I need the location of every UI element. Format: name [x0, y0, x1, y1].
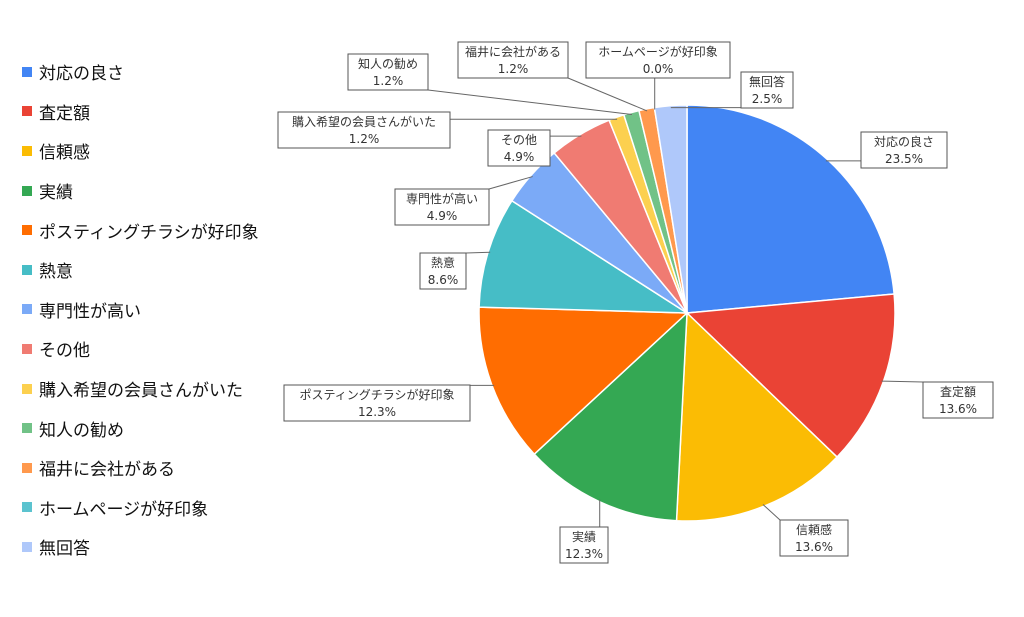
callout-value: 0.0% — [643, 62, 674, 76]
legend-swatch — [22, 423, 32, 434]
legend-item: ホームページが好印象 — [22, 488, 282, 528]
callout-label: 購入希望の会員さんがいた — [292, 114, 436, 129]
callout-box — [779, 519, 849, 557]
callout-label: 査定額 — [940, 384, 976, 399]
callout-box — [559, 526, 609, 564]
legend-item: ポスティングチラシが好印象 — [22, 210, 282, 250]
legend-label: 専門性が高い — [39, 301, 141, 322]
callout-label: ホームページが好印象 — [598, 44, 717, 59]
callout-label: 無回答 — [749, 74, 785, 89]
legend-label: 実績 — [39, 183, 73, 204]
callout-box — [487, 129, 551, 167]
legend-item: 無回答 — [22, 527, 282, 567]
legend-swatch — [22, 541, 32, 552]
legend-label: 無回答 — [39, 539, 90, 560]
callout-label: ポスティングチラシが好印象 — [299, 387, 454, 402]
callout-label: その他 — [501, 133, 537, 147]
legend-swatch — [22, 145, 32, 156]
callout-leader — [427, 89, 632, 115]
legend-swatch — [22, 264, 32, 275]
pie-slice — [533, 311, 688, 522]
legend-swatch — [22, 462, 32, 473]
callout-value: 13.6% — [939, 402, 977, 416]
pie-slice — [478, 306, 689, 456]
callout-box — [457, 41, 569, 79]
callout-box — [585, 41, 731, 79]
legend-swatch — [22, 343, 32, 354]
callout-label: 福井に会社がある — [465, 44, 561, 59]
legend-swatch — [22, 225, 32, 236]
legend-label: 信頼感 — [39, 143, 90, 164]
legend-item: 福井に会社がある — [22, 448, 282, 488]
legend-item: 購入希望の会員さんがいた — [22, 369, 282, 409]
callout-value: 4.9% — [427, 209, 458, 223]
legend-label: 福井に会社がある — [39, 460, 175, 481]
pie-slice — [675, 311, 839, 522]
legend-label: その他 — [39, 341, 90, 362]
callout-value: 2.5% — [752, 92, 783, 106]
legend-label: ホームページが好印象 — [39, 499, 209, 520]
legend-swatch — [22, 66, 32, 77]
callout-value: 13.6% — [795, 540, 833, 554]
callout-label: 信頼感 — [796, 522, 832, 537]
callout-value: 1.2% — [349, 132, 380, 146]
legend-item: 専門性が高い — [22, 290, 282, 330]
callout-leader — [881, 380, 924, 383]
callout-box — [394, 188, 490, 226]
callout-box — [283, 384, 471, 422]
legend-label: 知人の勧め — [39, 420, 124, 441]
legend: 対応の良さ査定額信頼感実績ポスティングチラシが好印象 熱意専門性が高い その他購入希… — [22, 52, 282, 567]
callout-leader — [567, 77, 648, 112]
callout-box — [922, 381, 994, 419]
callout-box — [347, 53, 429, 91]
pie-slices — [478, 104, 896, 522]
callout-box — [277, 111, 451, 149]
legend-swatch — [22, 304, 32, 315]
legend-swatch — [22, 502, 32, 513]
pie-slice — [478, 199, 690, 314]
callout-value: 8.6% — [428, 273, 459, 287]
legend-swatch — [22, 106, 32, 117]
callout-box — [860, 131, 948, 169]
callout-box — [740, 71, 794, 109]
legend-item: 実績 — [22, 171, 282, 211]
callout-box — [419, 252, 467, 290]
legend-item: 信頼感 — [22, 131, 282, 171]
legend-item: 対応の良さ — [22, 52, 282, 92]
callout-label: 実績 — [572, 529, 596, 544]
callout-leader — [762, 504, 781, 521]
callout-value: 1.2% — [373, 74, 404, 88]
callouts: 対応の良さ 23.5% 査定額 13.6% 信頼感 13.6% 実績 12.3% ポスティングチ… — [277, 41, 994, 564]
legend-label: 対応の良さ — [39, 64, 124, 85]
callout-value: 23.5% — [885, 152, 923, 166]
pie-slice — [685, 293, 896, 459]
legend-swatch — [22, 383, 32, 394]
callout-label: 専門性が高い — [406, 191, 478, 206]
callout-leader — [465, 251, 491, 254]
legend-item: 査定額 — [22, 92, 282, 132]
callout-label: 対応の良さ — [874, 134, 934, 149]
legend-item: その他 — [22, 329, 282, 369]
callout-leader — [488, 176, 533, 190]
legend-label: 査定額 — [39, 103, 90, 124]
callout-value: 12.3% — [565, 547, 603, 561]
legend-item: 熱意 — [22, 250, 282, 290]
callout-label: 熱意 — [431, 255, 455, 270]
legend-label: 熱意 — [39, 262, 73, 283]
legend-swatch — [22, 185, 32, 196]
callout-value: 4.9% — [504, 150, 535, 164]
callout-label: 知人の勧め — [358, 57, 418, 71]
callout-value: 12.3% — [358, 405, 396, 419]
legend-label: ポスティングチラシが好印象 — [39, 222, 259, 243]
legend-label: 購入希望の会員さんがいた — [39, 381, 243, 402]
legend-item: 知人の勧め — [22, 408, 282, 448]
callout-value: 1.2% — [498, 62, 529, 76]
